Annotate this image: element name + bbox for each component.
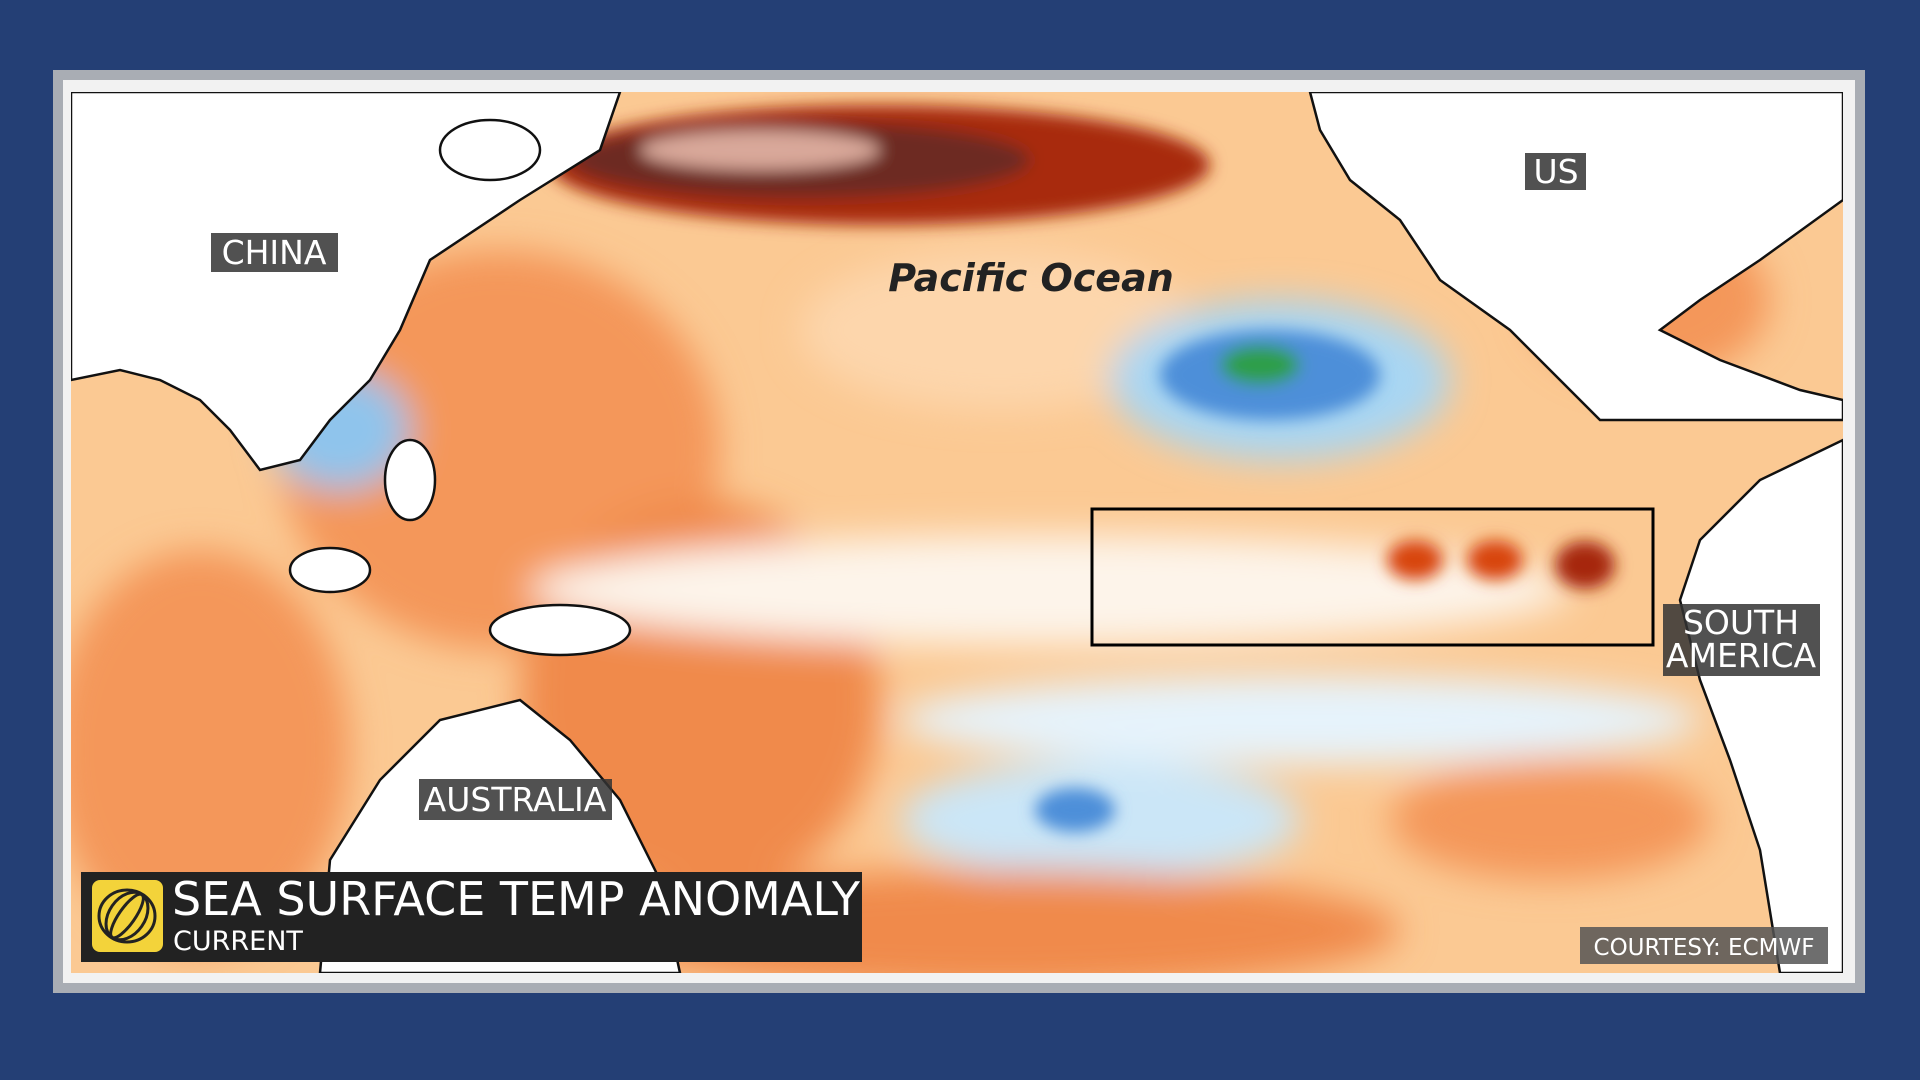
credit-bg [1580, 927, 1828, 964]
logo [92, 880, 163, 952]
highlight-box [1090, 507, 1655, 647]
region-label: US [1533, 152, 1578, 191]
label-bg [1525, 153, 1586, 190]
region-label: CHINA [222, 233, 327, 272]
label-bg [419, 779, 612, 820]
banner-subtitle: CURRENT [173, 926, 303, 957]
banner-title: SEA SURFACE TEMP ANOMALY [172, 872, 861, 926]
region-label: SOUTH [1683, 603, 1799, 642]
label-bg [1663, 604, 1820, 676]
banner [81, 872, 862, 962]
label-bg [211, 233, 338, 272]
credit: COURTESY: ECMWF [1594, 935, 1815, 961]
region-label: AMERICA [1666, 636, 1817, 675]
map [71, 92, 1843, 973]
ocean-label: Pacific Ocean [888, 256, 1174, 300]
region-label: AUSTRALIA [424, 780, 607, 819]
